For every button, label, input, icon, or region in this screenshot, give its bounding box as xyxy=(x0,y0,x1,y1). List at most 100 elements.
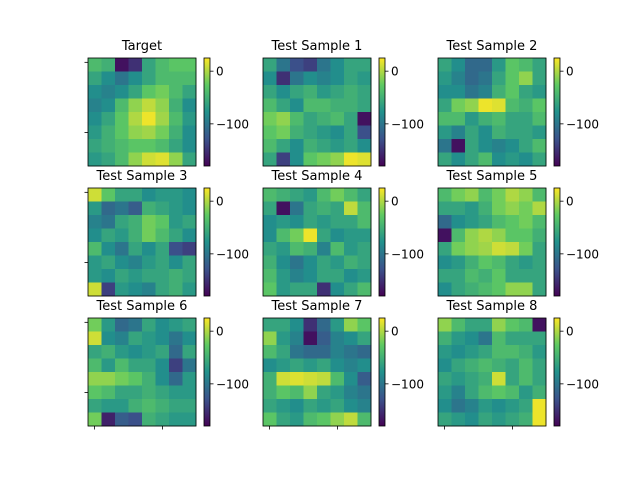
heatmap-cell xyxy=(492,358,506,373)
heatmap-cell xyxy=(317,242,331,256)
heatmap-cell xyxy=(290,399,304,413)
heatmap-cell xyxy=(505,98,520,113)
heatmap-cell xyxy=(330,125,345,140)
heatmap-cell xyxy=(465,188,479,202)
colorbar-tick-label: 0 xyxy=(216,195,224,209)
heatmap-cell xyxy=(155,188,170,202)
heatmap-cell xyxy=(451,228,466,243)
heatmap-cell xyxy=(128,152,143,167)
heatmap-cell xyxy=(451,372,466,386)
heatmap-cell xyxy=(317,215,331,229)
heatmap-cell xyxy=(451,125,466,140)
heatmap-cell xyxy=(492,255,506,270)
heatmap-cell xyxy=(357,318,372,332)
heatmap-cell xyxy=(344,372,358,386)
heatmap-cell xyxy=(276,85,291,99)
heatmap-cell xyxy=(88,152,102,167)
heatmap-cell xyxy=(303,98,318,113)
heatmap-cell xyxy=(357,98,372,113)
heatmap-cell xyxy=(290,139,304,153)
heatmap-cell xyxy=(519,125,533,140)
heatmap-cell xyxy=(142,71,156,86)
heatmap-cell xyxy=(465,269,479,283)
heatmap-cell xyxy=(478,98,493,113)
heatmap-cell xyxy=(276,152,291,167)
heatmap-cell xyxy=(276,399,291,413)
heatmap-cell xyxy=(478,112,493,126)
heatmap-cell xyxy=(519,58,533,72)
heatmap-cell xyxy=(169,85,183,99)
heatmap-cell xyxy=(142,331,156,346)
heatmap-cell xyxy=(303,112,318,126)
heatmap-cell xyxy=(451,318,466,332)
heatmap-cell xyxy=(465,318,479,332)
heatmap-cell xyxy=(505,255,520,270)
heatmap-cell xyxy=(88,412,102,427)
heatmap-cell xyxy=(115,201,129,216)
heatmap-cell xyxy=(169,331,183,346)
heatmap-cell xyxy=(492,125,506,140)
heatmap-cell xyxy=(438,255,452,270)
heatmap-cell xyxy=(182,112,197,126)
heatmap-cell xyxy=(438,188,452,202)
heatmap-cell xyxy=(182,358,197,373)
heatmap-cell xyxy=(263,112,277,126)
heatmap-cell xyxy=(451,139,466,153)
heatmap-cell xyxy=(290,255,304,270)
heatmap-cell xyxy=(263,71,277,86)
heatmap-cell xyxy=(344,399,358,413)
heatmap-cell xyxy=(88,58,102,72)
heatmap-cell xyxy=(317,282,331,297)
heatmap-cell xyxy=(115,318,129,332)
heatmap-cell xyxy=(438,228,452,243)
heatmap-cell xyxy=(451,58,466,72)
colorbar xyxy=(553,57,561,167)
heatmap-cell xyxy=(532,228,547,243)
heatmap-cell xyxy=(303,372,318,386)
heatmap-cell xyxy=(290,331,304,346)
heatmap-cell xyxy=(182,399,197,413)
heatmap-cell xyxy=(465,372,479,386)
heatmap-cell xyxy=(357,385,372,400)
panel-7: Test Sample 6 0 −100 xyxy=(84,299,249,430)
heatmap-cell xyxy=(263,98,277,113)
heatmap-cell xyxy=(505,85,520,99)
heatmap-cell xyxy=(303,71,318,86)
heatmap-cell xyxy=(276,269,291,283)
heatmap-cell xyxy=(344,152,358,167)
heatmap-cell xyxy=(519,331,533,346)
heatmap-cell xyxy=(276,345,291,359)
heatmap-cell xyxy=(317,139,331,153)
heatmap-cell xyxy=(263,85,277,99)
heatmap-cell xyxy=(344,242,358,256)
colorbar-tick-label: −100 xyxy=(216,247,249,261)
heatmap-cell xyxy=(505,215,520,229)
heatmap-cell xyxy=(344,385,358,400)
heatmap-cell xyxy=(101,242,116,256)
heatmap-cell xyxy=(465,385,479,400)
panel-title: Test Sample 6 xyxy=(96,299,188,314)
heatmap-cell xyxy=(128,71,143,86)
heatmap-cell xyxy=(478,58,493,72)
heatmap-cell xyxy=(532,112,547,126)
heatmap-cell xyxy=(101,412,116,427)
heatmap-cell xyxy=(451,215,466,229)
heatmap-cell xyxy=(115,125,129,140)
heatmap-cell xyxy=(505,269,520,283)
heatmap-cell xyxy=(182,201,197,216)
heatmap-cell xyxy=(290,58,304,72)
heatmap-cell xyxy=(451,201,466,216)
heatmap-cell xyxy=(128,331,143,346)
colorbar-tick-label: 0 xyxy=(216,65,224,79)
heatmap-cell xyxy=(357,412,372,427)
heatmap-cell xyxy=(330,269,345,283)
heatmap-cell xyxy=(330,188,345,202)
heatmap-cell xyxy=(344,71,358,86)
heatmap-cell xyxy=(357,399,372,413)
heatmap-cell xyxy=(519,215,533,229)
heatmap-cell xyxy=(492,269,506,283)
heatmap-cell xyxy=(182,385,197,400)
heatmap-cell xyxy=(101,58,116,72)
heatmap-cell xyxy=(101,385,116,400)
heatmap-cell xyxy=(492,58,506,72)
